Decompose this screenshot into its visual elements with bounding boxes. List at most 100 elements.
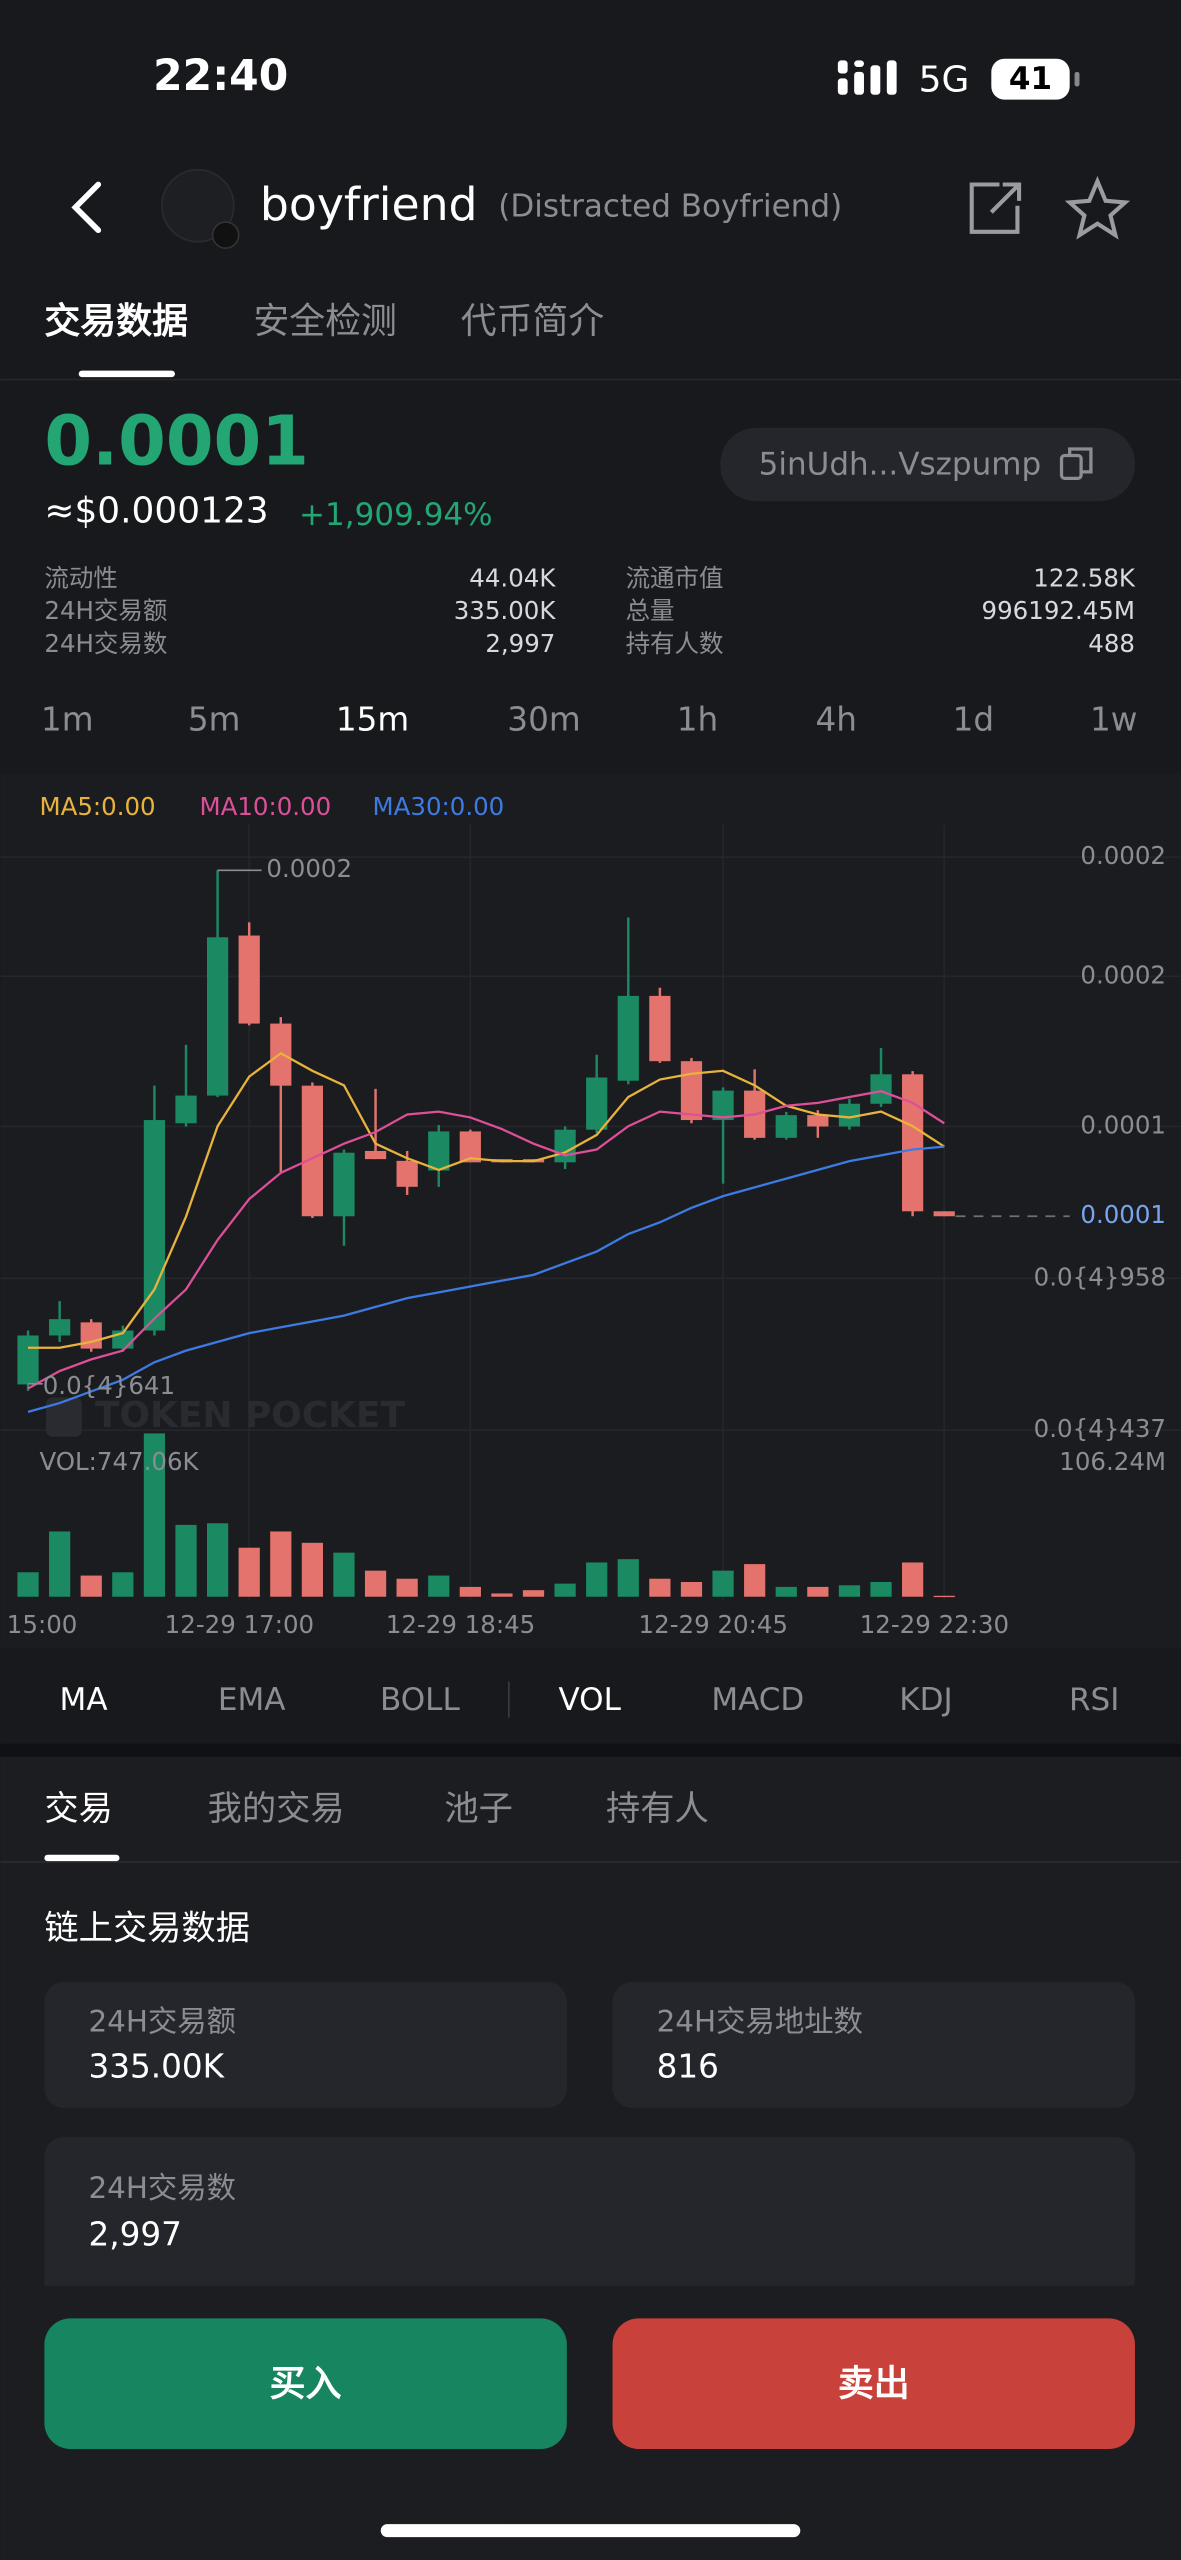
candle-body: [870, 1074, 892, 1104]
volume-bar: [175, 1524, 197, 1597]
candle-body: [17, 1335, 39, 1385]
price-usd: ≈$0.000123: [44, 491, 268, 532]
back-button[interactable]: [71, 181, 102, 234]
interval[interactable]: 30m: [507, 701, 580, 739]
volume-bar: [270, 1531, 292, 1597]
candle-body: [712, 1090, 734, 1121]
volume-label: VOL:747.06K: [39, 1447, 199, 1476]
indicator-tab[interactable]: VOL: [558, 1682, 621, 1718]
card-label: 24H交易地址数: [657, 2004, 863, 2038]
battery: [991, 58, 1070, 100]
stat-value: 488: [1088, 629, 1135, 658]
ma-line: [27, 1090, 945, 1390]
candle-body: [617, 995, 639, 1081]
price: 0.0001: [44, 402, 309, 482]
tab[interactable]: 交易数据: [44, 300, 188, 342]
volume-bar: [206, 1523, 229, 1597]
indicator-tab[interactable]: EMA: [218, 1682, 286, 1718]
interval[interactable]: 1w: [1090, 701, 1137, 739]
sub-tab[interactable]: 我的交易: [208, 1789, 345, 1829]
candle-body: [680, 1061, 703, 1121]
network: 5G: [919, 60, 970, 101]
volume-bar: [80, 1575, 102, 1597]
tab[interactable]: 安全检测: [253, 301, 397, 342]
token-symbol: boyfriend: [260, 178, 478, 231]
price-change: +1,909.94%: [299, 497, 493, 533]
sub-tab[interactable]: 池子: [444, 1789, 513, 1829]
volume-bar: [396, 1578, 418, 1597]
card: [44, 2137, 1135, 2301]
volume-bar: [522, 1590, 545, 1597]
stat-label: 流动性: [44, 564, 117, 593]
ma-line: [28, 1051, 945, 1349]
watermark: TOKEN POCKET: [95, 1395, 405, 1436]
stat-label: 总量: [626, 596, 675, 625]
token-avatar: [161, 168, 235, 243]
interval[interactable]: 4h: [815, 701, 856, 739]
sub-tab[interactable]: 持有人: [606, 1789, 709, 1829]
indicator-tab[interactable]: RSI: [1069, 1682, 1119, 1718]
y-tick-label: 0.0{4}958: [1034, 1262, 1166, 1291]
legend-entry: MA10:0.00: [199, 792, 331, 821]
address-pill[interactable]: [720, 427, 1135, 502]
indicator-tab[interactable]: MA: [60, 1682, 108, 1718]
indicator-divider: [508, 1681, 510, 1718]
share-button[interactable]: [969, 182, 1022, 234]
ma-line: [27, 1145, 945, 1413]
watermark-logo: [46, 1397, 82, 1437]
volume-bar: [586, 1562, 608, 1597]
candle-body: [807, 1115, 829, 1127]
sub-tab[interactable]: 交易: [44, 1789, 113, 1829]
interval[interactable]: 1d: [953, 701, 995, 739]
buy-label: 买入: [270, 2363, 342, 2404]
volume-bar: [143, 1433, 166, 1597]
stat-label: 24H交易额: [44, 596, 167, 625]
indicator-tab[interactable]: BOLL: [380, 1682, 460, 1718]
volume-bar: [17, 1572, 39, 1597]
volume-bar: [112, 1572, 134, 1597]
candle-body: [364, 1150, 387, 1160]
favorite-button[interactable]: [1064, 175, 1131, 240]
stat-value: 996192.45M: [982, 596, 1135, 625]
tab[interactable]: 代币简介: [461, 301, 605, 342]
candle-body: [428, 1131, 450, 1171]
x-tick-label: 12-29 20:45: [639, 1610, 788, 1639]
stat-value: 122.58K: [1033, 564, 1136, 593]
x-tick-label: 15:00: [7, 1610, 78, 1639]
battery-level: 41: [1009, 61, 1052, 97]
volume-bar: [238, 1547, 260, 1597]
chain-badge: [211, 221, 240, 249]
candle-body: [301, 1085, 323, 1217]
volume-bar: [807, 1586, 829, 1597]
volume-bar: [491, 1593, 513, 1597]
subtab-underline: [44, 1854, 120, 1862]
candle-body: [838, 1103, 861, 1127]
buy-button[interactable]: [44, 2318, 567, 2449]
home-indicator: [380, 2524, 801, 2538]
card-label: 24H交易额: [88, 2004, 236, 2038]
indicator-tab[interactable]: MACD: [711, 1682, 804, 1718]
volume-bar: [775, 1586, 797, 1597]
copy-icon[interactable]: [1059, 447, 1093, 480]
volume-bar: [364, 1570, 387, 1597]
volume-bar: [459, 1586, 481, 1597]
interval[interactable]: 1h: [677, 701, 718, 739]
candle-body: [586, 1077, 608, 1130]
card: [44, 1982, 567, 2108]
candle-body: [80, 1322, 102, 1349]
sell-label: 卖出: [838, 2363, 910, 2404]
interval[interactable]: 5m: [188, 701, 241, 739]
candle-body: [459, 1131, 481, 1163]
y-tick-label: 0.0001: [1080, 1110, 1166, 1139]
address: 5inUdh...Vszpump: [759, 446, 1042, 482]
indicator-tab[interactable]: KDJ: [899, 1682, 952, 1718]
sell-button[interactable]: [612, 2318, 1135, 2449]
y-tick-label: 0.0002: [1080, 841, 1166, 870]
stat-label: 24H交易数: [44, 629, 167, 658]
legend-entry: MA30:0.00: [373, 792, 505, 821]
signal-icon: [837, 60, 897, 95]
card: [612, 1982, 1135, 2108]
interval[interactable]: 15m: [336, 701, 409, 739]
interval[interactable]: 1m: [41, 701, 94, 739]
